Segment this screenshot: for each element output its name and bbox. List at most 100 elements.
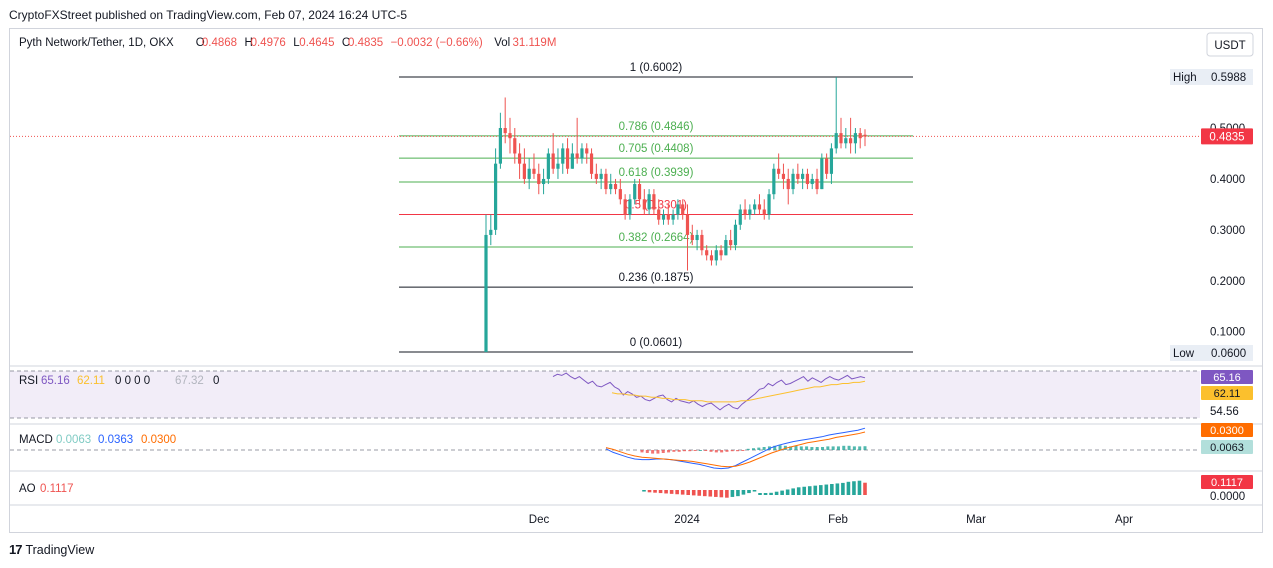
candle-body [599,173,603,179]
ao-bar [702,490,707,497]
macd-signal-axis-tag-bg [1201,423,1253,437]
candle-body [642,199,646,210]
macd-histogram-bar [667,450,671,453]
ao-bar [824,484,829,495]
ao-bar [741,490,746,495]
macd-histogram-bar [799,446,803,450]
candle-body [666,214,670,220]
legend-l-label: L [293,37,300,49]
macd-histogram-bar [661,450,665,453]
high-tag-bg [1170,69,1253,85]
low-tag-label: Low [1173,348,1195,360]
macd-histogram-bar [805,446,809,450]
macd-legend-signal: 0.0300 [141,434,176,446]
legend-close: 0.4835 [348,37,383,49]
ao-bar [686,490,690,496]
macd-histogram-bar [821,447,825,450]
candle-body [786,178,790,190]
rsi-legend-zeros: 0 0 0 0 [115,375,150,387]
candle-body [517,153,522,164]
ao-bar [769,492,773,495]
fib-label: 0 (0.0601) [630,337,683,349]
ao-bar [841,482,845,495]
ao-bar [664,490,668,494]
candle-body [647,194,651,210]
candle-body [839,133,843,144]
candle-body [594,173,598,179]
candle-body [498,128,502,164]
macd-histogram-bar [852,446,856,450]
rsi-legend-zero: 0 [213,375,219,387]
candle-body [849,138,853,144]
fib-label: 0.236 (0.1875) [619,272,694,284]
macd-legend-hist: 0.0063 [56,434,91,446]
macd-histogram-bar [714,450,718,453]
fib-label: 0.382 (0.2664) [619,232,694,244]
candle-body [613,184,618,190]
candle-body [522,163,526,179]
macd-histogram-bar [794,445,798,450]
rsi-legend-name: RSI [19,375,38,387]
fib-label: 1 (0.6002) [630,62,683,74]
legend-symbol: Pyth Network/Tether, 1D, OKX [19,37,174,49]
candle-body [652,194,656,210]
candle-body [796,173,800,179]
macd-histogram-bar [847,445,851,450]
candle-body [762,209,766,215]
candle-body [834,133,838,149]
ao-legend-name: AO [19,483,36,495]
macd-histogram-bar [640,450,644,453]
candle-body [810,178,814,185]
candle-body [508,133,512,139]
candle-body [580,148,584,159]
candle-body [623,199,627,215]
candle-body [724,240,728,256]
candle-body [690,234,694,241]
candle-body [820,158,824,190]
rsi-axis-tag: 65.16 [1213,372,1241,384]
macd-histogram-bar [688,450,692,452]
candle-body [513,138,517,154]
tradingview-logo-icon: 17 [9,542,23,557]
ao-bar [697,490,702,496]
candle-body [815,178,819,190]
ao-bar [730,490,735,497]
candle-body [729,240,733,246]
ao-bar [819,485,823,495]
footer: 17 TradingView [9,542,94,557]
ao-bar [719,490,724,498]
macd-histogram-bar [810,447,814,450]
ao-legend-value: 0.1117 [40,483,73,495]
candle-body [709,255,714,261]
currency-button[interactable] [1206,32,1254,57]
macd-histogram-bar [752,448,755,450]
candle-body [805,173,810,185]
legend-o-label: O [196,37,205,49]
rsi-legend-ma: 62.11 [77,375,105,387]
ao-bar [807,486,812,495]
macd-histogram-bar [858,446,862,450]
ao-axis-tag-bg [1201,475,1253,489]
ao-bar [830,484,834,495]
candle-body [671,214,675,220]
fib-label: 0.786 (0.4846) [619,121,694,133]
candle-body [777,168,781,174]
x-tick-label: Feb [828,514,848,526]
macd-histogram-bar [677,450,681,452]
ao-bar [680,490,685,495]
macd-histogram-bar [725,450,729,452]
macd-signal-axis-tag: 0.0300 [1210,425,1244,437]
ao-bar [714,490,718,497]
currency-button-label: USDT [1214,40,1245,52]
candle-body [681,204,685,215]
fib-label: 0.705 (0.4408) [619,143,694,155]
macd-histogram-bar [842,445,846,450]
candle-body [829,148,834,174]
candle-body [772,168,776,195]
ao-bar [647,490,652,493]
candle-body [801,173,805,179]
candle-body [484,234,488,353]
candle-body [685,214,690,235]
fib-label: 0.5 (0.3301) [625,200,687,212]
